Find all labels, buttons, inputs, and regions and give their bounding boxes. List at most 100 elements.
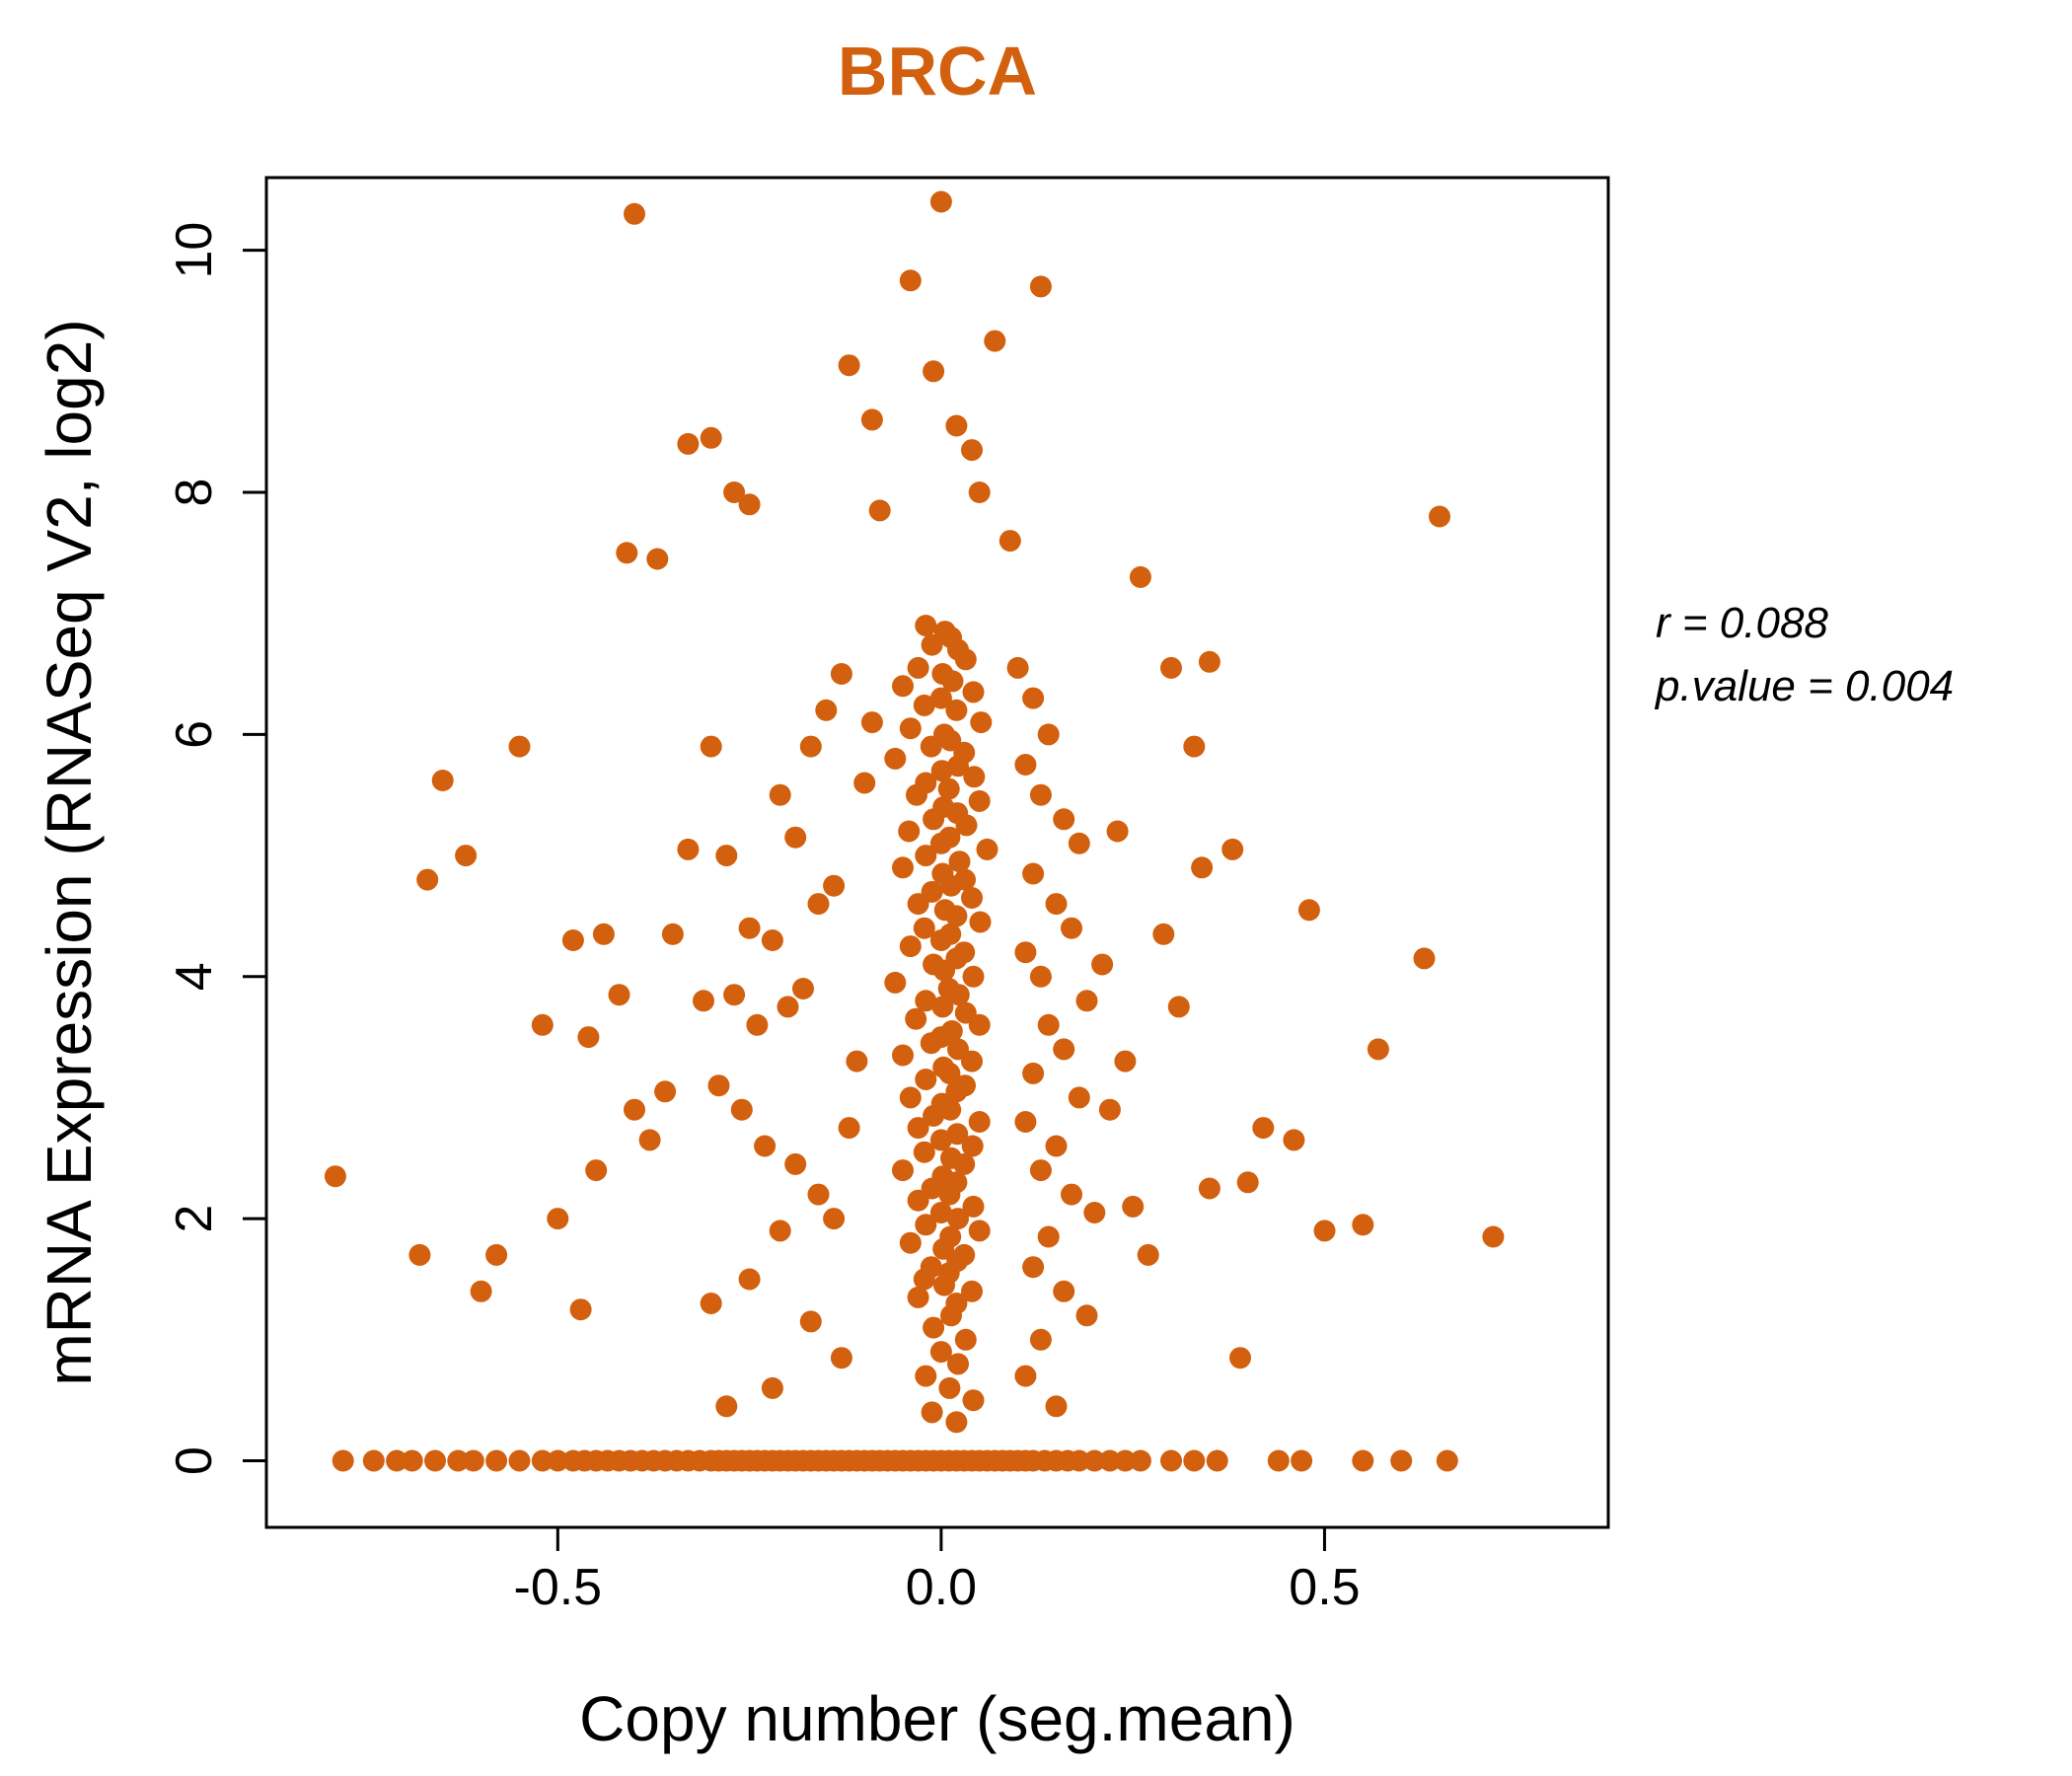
data-point [905,1007,927,1030]
data-point [1106,820,1129,843]
data-point [1014,1111,1037,1133]
data-point [1053,808,1075,831]
data-point [1183,735,1206,758]
data-point [784,826,807,849]
data-point [815,699,838,721]
data-point [860,711,883,734]
y-tick-label: 8 [166,479,223,507]
data-point [930,760,953,782]
data-point [830,663,852,685]
data-point [941,670,964,693]
data-point [907,1189,929,1212]
data-point [1198,1177,1221,1200]
data-point [1029,275,1052,298]
data-point [1229,1347,1251,1369]
data-point [777,996,799,1018]
data-point [730,1098,753,1121]
data-point [945,905,968,927]
y-tick-label: 2 [166,1205,223,1233]
data-point [823,1208,846,1230]
data-point [1014,941,1037,964]
data-point [899,1086,922,1109]
data-point [938,1062,961,1084]
data-point [948,851,971,873]
data-point [761,929,783,951]
data-point [899,717,922,740]
data-point [938,1376,961,1399]
x-tick-label: 0.5 [1289,1559,1360,1616]
data-point [961,1135,984,1157]
data-point [807,893,830,916]
data-point [939,1098,962,1121]
data-point [738,1268,761,1291]
data-point [968,1220,991,1242]
data-point [1006,656,1029,679]
data-point [769,1220,791,1242]
data-point [700,426,722,449]
data-point [1045,1395,1068,1418]
data-point [969,911,992,933]
data-point [906,783,927,806]
data-point [921,633,943,656]
data-point [913,1268,935,1291]
data-point [1022,862,1045,885]
data-point [961,887,983,909]
data-point [1160,656,1182,679]
data-point [677,838,700,860]
data-point [984,330,1006,352]
data-point [955,814,978,837]
data-point [1137,1243,1159,1266]
data-point [1068,1086,1090,1109]
data-point [1022,687,1045,709]
data-point [1236,1171,1259,1194]
data-point [1037,1013,1060,1036]
data-point [961,1280,983,1302]
data-point [923,360,945,383]
data-point [715,1395,738,1418]
data-point [929,1129,952,1151]
data-point [324,1165,346,1188]
data-point [1191,856,1214,879]
data-point [884,747,907,770]
data-point [462,1449,484,1472]
data-point [945,1411,968,1434]
data-point [1198,650,1221,673]
data-point [999,530,1021,553]
data-point [416,868,439,891]
data-point [938,1183,961,1206]
y-tick-label: 10 [166,222,223,279]
data-point [913,1141,935,1163]
data-point [892,675,914,698]
data-point [915,615,937,636]
data-point [769,783,791,806]
data-point [945,1080,968,1103]
data-point [1152,923,1175,945]
data-point [577,1026,600,1049]
data-point [424,1449,446,1472]
data-point [968,789,991,812]
data-point [1061,917,1082,939]
data-point [1098,1098,1121,1121]
data-point [1352,1449,1374,1472]
data-point [1122,1195,1145,1218]
data-point [899,935,922,958]
data-point [860,408,883,431]
data-point [792,978,814,999]
data-point [1160,1449,1182,1472]
data-point [937,777,960,800]
data-point [947,1353,969,1375]
data-point [700,1293,722,1314]
data-point [907,656,929,679]
data-point [693,990,714,1012]
data-point [892,1159,914,1182]
data-point [884,971,907,994]
data-point [746,1013,769,1036]
data-point [1029,1328,1052,1351]
data-point [899,269,922,292]
data-point [970,711,993,734]
data-point [531,1013,554,1036]
data-point [624,1098,645,1121]
data-point [1252,1117,1275,1140]
data-point [1267,1449,1290,1472]
data-point [1297,899,1320,922]
